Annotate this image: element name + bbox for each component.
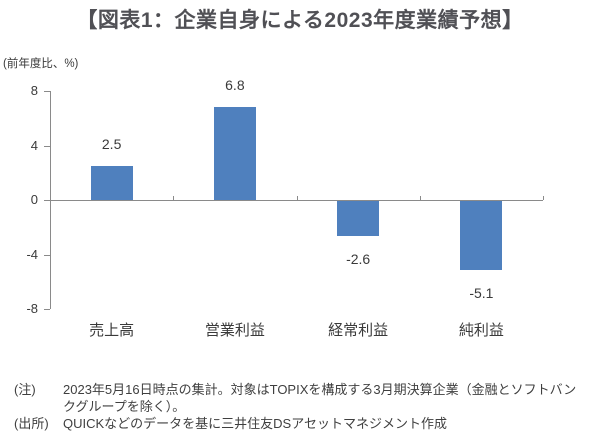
data-label: 2.5	[101, 135, 122, 152]
y-axis-tick-label: -8	[26, 301, 38, 316]
x-axis-tick	[173, 196, 175, 200]
x-axis-tick	[543, 196, 544, 200]
category-label: 経常利益	[328, 322, 389, 339]
data-label: 6.8	[225, 77, 245, 94]
category-label: 純利益	[458, 322, 504, 339]
y-axis-tick	[44, 254, 50, 256]
x-axis-tick	[419, 196, 421, 200]
figure-title: 【図表1：企業自身による2023年度業績予想】	[76, 9, 524, 32]
category-label: 営業利益	[204, 322, 265, 339]
note-row: (注) 2023年5月16日時点の集計。対象はTOPIXを構成する3月期決算企業…	[14, 381, 589, 415]
y-axis-tick-label: 4	[30, 137, 38, 153]
data-bar	[213, 107, 256, 200]
y-axis-tick	[44, 145, 50, 147]
note-label: (注)	[14, 382, 36, 397]
note-text-line: 2023年5月16日時点の集計。対象はTOPIXを構成する3月期決算企業（金融と…	[63, 382, 577, 397]
y-axis-tick	[44, 309, 50, 310]
source-label: (出所)	[14, 416, 49, 431]
data-bar	[460, 201, 503, 271]
data-bar	[90, 165, 133, 200]
y-axis-tick-label: -4	[26, 246, 38, 262]
plot-area: 8 4 0 -4 -8 2.5 売上高 6.8 営業利益 -2.6 経常利益 -5.1 純利益	[26, 77, 544, 339]
x-axis-tick	[296, 196, 298, 200]
data-bar	[337, 201, 380, 237]
x-axis-line	[50, 200, 543, 201]
note-text: 2023年5月16日時点の集計。対象はTOPIXを構成する3月期決算企業（金融と…	[63, 381, 589, 415]
source-row: (出所) QUICKなどのデータを基に三井住友DSアセットマネジメント作成	[14, 415, 589, 432]
note-text-line: クグループを除く）。	[63, 399, 186, 414]
y-axis-unit-label: (前年度比、%)	[3, 58, 79, 70]
y-axis-tick-label: 0	[30, 192, 38, 207]
source-text-line: QUICKなどのデータを基に三井住友DSアセットマネジメント作成	[63, 416, 447, 431]
y-axis-tick-label: 8	[30, 83, 38, 98]
data-label: -5.1	[469, 285, 494, 302]
data-label: -2.6	[346, 251, 371, 268]
footnotes: (注) 2023年5月16日時点の集計。対象はTOPIXを構成する3月期決算企業…	[14, 381, 589, 432]
category-label: 売上高	[89, 322, 135, 339]
source-text: QUICKなどのデータを基に三井住友DSアセットマネジメント作成	[63, 415, 589, 432]
y-axis-tick	[44, 91, 50, 92]
y-axis-tick	[44, 200, 50, 201]
